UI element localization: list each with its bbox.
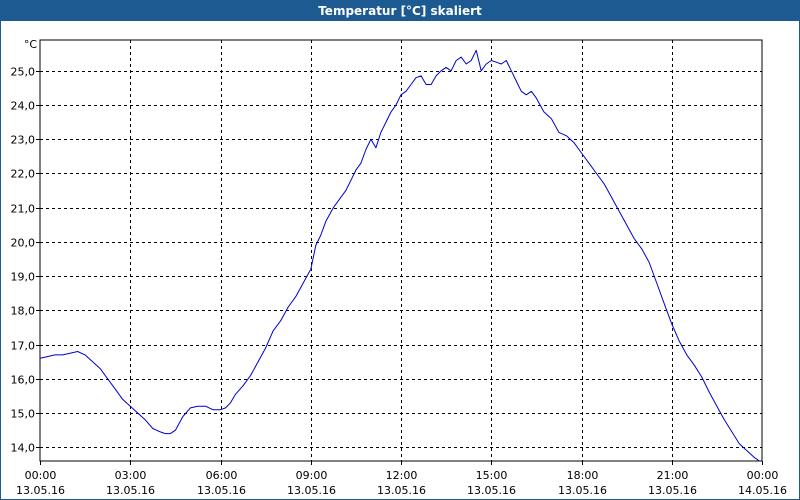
- y-tick-label: 23,0: [11, 134, 36, 147]
- chart-title: Temperatur [°C] skaliert: [1, 1, 799, 21]
- x-tick-date-label: 13.05.16: [558, 484, 607, 497]
- y-tick-label: 24,0: [11, 100, 36, 113]
- y-tick-label: 18,0: [11, 305, 36, 318]
- x-tick-date-label: 13.05.16: [287, 484, 336, 497]
- x-tick-time-label: 06:00: [206, 469, 238, 482]
- x-tick-date-label: 13.05.16: [197, 484, 246, 497]
- x-tick-date-label: 13.05.16: [106, 484, 155, 497]
- y-tick-label: 25,0: [11, 66, 36, 79]
- grid: [39, 39, 763, 462]
- y-tick-label: 22,0: [11, 168, 36, 181]
- temperature-series-line: [39, 49, 760, 462]
- x-tick-date-label: 13.05.16: [377, 484, 426, 497]
- y-tick-label: 19,0: [11, 271, 36, 284]
- y-tick-label: 15,0: [11, 408, 36, 421]
- y-tick-label: 16,0: [11, 374, 36, 387]
- x-tick-time-label: 09:00: [296, 469, 328, 482]
- x-tick-time-label: 03:00: [115, 469, 147, 482]
- y-axis-unit-label: °C: [24, 38, 38, 51]
- x-tick-date-label: 14.05.16: [738, 484, 787, 497]
- y-tick-label: 20,0: [11, 237, 36, 250]
- x-tick-time-label: 12:00: [386, 469, 418, 482]
- x-tick-time-label: 18:00: [567, 469, 599, 482]
- axes: 14,0 15,0 16,0 17,0 18,0 19,0 20,0 21,0 22,0 23,0…: [11, 38, 787, 497]
- y-tick-label: 17,0: [11, 340, 36, 353]
- series-layer: [39, 49, 760, 462]
- x-tick-date-label: 13.05.16: [467, 484, 516, 497]
- x-tick-date-label: 13.05.16: [16, 484, 65, 497]
- x-tick-time-label: 00:00: [25, 469, 57, 482]
- x-tick-date-label: 13.05.16: [648, 484, 697, 497]
- x-tick-time-label: 21:00: [657, 469, 689, 482]
- x-tick-time-label: 15:00: [476, 469, 508, 482]
- y-tick-label: 21,0: [11, 203, 36, 216]
- y-tick-label: 14,0: [11, 442, 36, 455]
- x-tick-time-label: 00:00: [747, 469, 779, 482]
